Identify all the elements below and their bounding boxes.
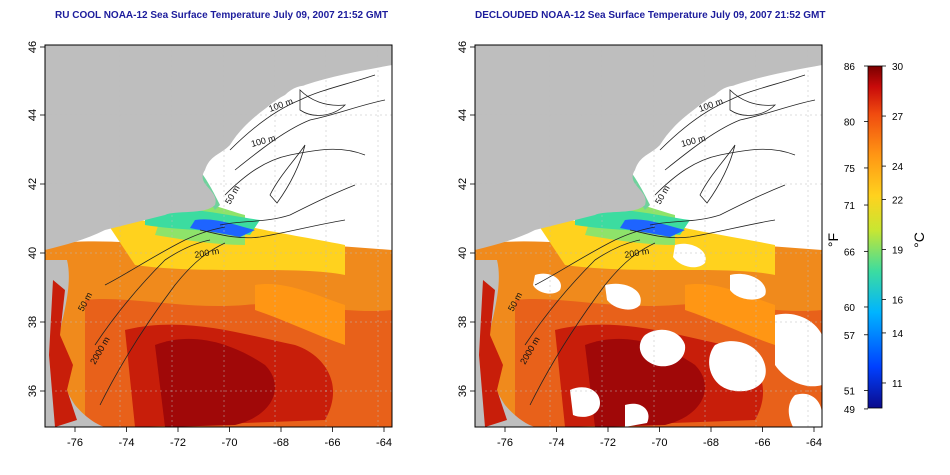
- colorbar-f-label: 51: [844, 386, 856, 397]
- x-tick-label: -72: [170, 437, 186, 449]
- x-tick-label: -76: [67, 437, 83, 449]
- y-tick-label: 40: [27, 247, 39, 259]
- map-frame: [44, 44, 393, 428]
- colorbar-c-label: 30: [892, 62, 904, 73]
- y-tick-label: 42: [457, 178, 469, 190]
- y-tick-label: 42: [27, 178, 39, 190]
- x-tick-label: -74: [549, 437, 565, 449]
- colorbar-f-label: 71: [844, 201, 856, 212]
- y-tick-label: 36: [27, 385, 39, 397]
- map-panel-left: [44, 44, 393, 428]
- y-tick-label: 38: [27, 316, 39, 328]
- x-tick-label: -68: [703, 437, 719, 449]
- colorbar-c-label: 24: [892, 162, 904, 173]
- y-tick-label: 44: [27, 109, 39, 121]
- y-tick-label: 40: [457, 247, 469, 259]
- y-tick-label: 46: [457, 41, 469, 53]
- contour-label: 200 m: [194, 246, 220, 260]
- y-tick-label: 46: [27, 41, 39, 53]
- colorbar-f-label: 75: [844, 164, 856, 175]
- y-tick-label: 36: [457, 385, 469, 397]
- contour-label: 200 m: [624, 246, 650, 260]
- colorbar-unit-celsius: °C: [911, 232, 927, 248]
- y-tick-label: 44: [457, 109, 469, 121]
- colorbar-unit-fahrenheit: °F: [825, 233, 841, 247]
- colorbar-f-label: 66: [844, 247, 856, 258]
- x-tick-label: -64: [376, 437, 392, 449]
- x-tick-label: -70: [652, 437, 668, 449]
- panel-title-left: RU COOL NOAA-12 Sea Surface Temperature …: [55, 10, 389, 21]
- colorbar-f-label: 57: [844, 331, 856, 342]
- colorbar-gradient: [867, 65, 883, 409]
- colorbar-f-label: 86: [844, 62, 856, 73]
- x-tick-label: -70: [222, 437, 238, 449]
- map-panel-right: [474, 44, 823, 428]
- x-tick-label: -64: [806, 437, 822, 449]
- colorbar-c-label: 14: [892, 329, 904, 340]
- map-frame: [474, 44, 823, 428]
- panel-title-right: DECLOUDED NOAA-12 Sea Surface Temperatur…: [475, 10, 826, 21]
- colorbar-f-label: 80: [844, 118, 856, 129]
- colorbar-c-label: 19: [892, 246, 904, 257]
- colorbar-c-label: 22: [892, 195, 904, 206]
- x-tick-label: -66: [325, 437, 341, 449]
- colorbar-c-label: 11: [892, 379, 903, 390]
- x-tick-label: -68: [273, 437, 289, 449]
- x-tick-label: -66: [755, 437, 771, 449]
- colorbar: [867, 65, 883, 409]
- colorbar-f-label: 49: [844, 405, 856, 416]
- colorbar-c-label: 27: [892, 112, 904, 123]
- y-tick-label: 38: [457, 316, 469, 328]
- x-tick-label: -76: [497, 437, 513, 449]
- colorbar-f-label: 60: [844, 303, 856, 314]
- colorbar-c-label: 16: [892, 296, 904, 307]
- x-tick-label: -74: [119, 437, 135, 449]
- x-tick-label: -72: [600, 437, 616, 449]
